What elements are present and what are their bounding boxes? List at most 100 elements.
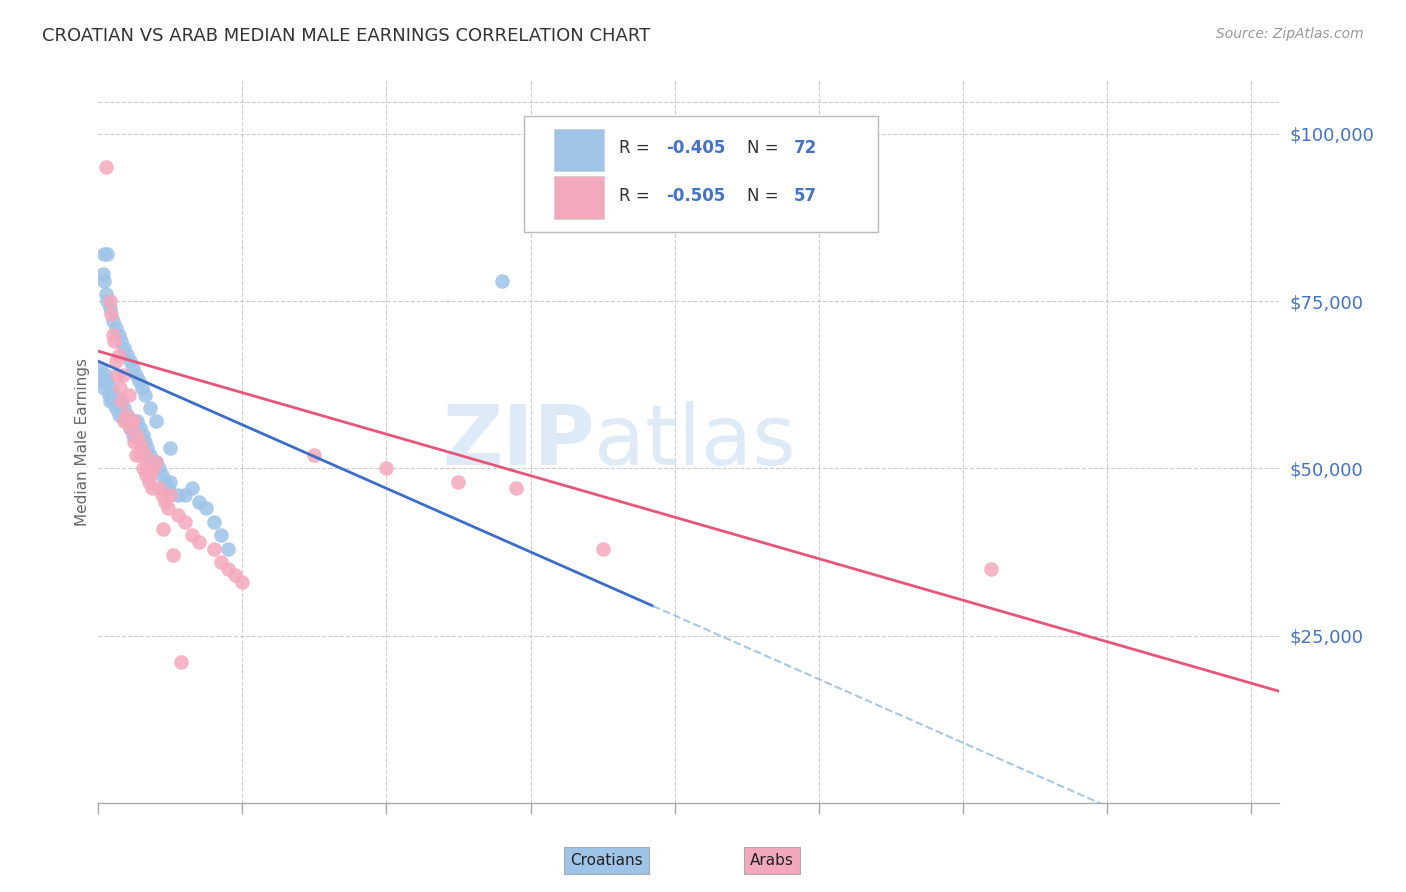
Point — [162, 548, 184, 563]
Point — [125, 448, 148, 462]
Point — [105, 368, 128, 382]
Point — [122, 414, 145, 428]
Point — [159, 488, 181, 502]
Point — [150, 467, 173, 482]
Text: Source: ZipAtlas.com: Source: ZipAtlas.com — [1216, 27, 1364, 41]
Point — [132, 461, 155, 475]
Text: 57: 57 — [794, 187, 817, 205]
Point — [505, 482, 527, 496]
Point — [96, 375, 118, 389]
Point — [101, 327, 124, 342]
Point — [169, 655, 191, 669]
Point — [159, 475, 181, 489]
Point — [181, 528, 204, 542]
Point — [91, 375, 114, 389]
Point — [129, 448, 152, 462]
Point — [131, 441, 153, 455]
FancyBboxPatch shape — [554, 177, 605, 219]
Point — [592, 541, 614, 556]
Text: N =: N = — [747, 139, 783, 157]
Point — [145, 414, 167, 428]
Text: atlas: atlas — [595, 401, 796, 482]
Point — [132, 427, 155, 442]
Point — [107, 408, 129, 422]
Text: CROATIAN VS ARAB MEDIAN MALE EARNINGS CORRELATION CHART: CROATIAN VS ARAB MEDIAN MALE EARNINGS CO… — [42, 27, 651, 45]
Point — [145, 454, 167, 469]
Point — [110, 394, 132, 409]
Point — [150, 488, 173, 502]
Point — [136, 441, 159, 455]
Point — [128, 375, 150, 389]
Point — [118, 387, 141, 401]
Point — [224, 568, 246, 582]
Point — [112, 414, 135, 428]
Point — [125, 368, 148, 382]
Text: Croatians: Croatians — [569, 854, 643, 869]
Point — [128, 434, 150, 449]
Point — [156, 482, 179, 496]
Point — [101, 314, 124, 328]
Point — [125, 421, 148, 435]
Point — [94, 368, 117, 382]
Point — [122, 427, 145, 442]
Point — [111, 368, 134, 382]
Point — [159, 441, 181, 455]
Point — [129, 421, 152, 435]
Point — [90, 368, 112, 382]
Point — [152, 521, 174, 535]
Point — [139, 448, 162, 462]
Point — [145, 454, 167, 469]
Point — [93, 247, 115, 261]
FancyBboxPatch shape — [554, 128, 605, 171]
Point — [142, 461, 165, 475]
Point — [108, 381, 131, 395]
Point — [107, 327, 129, 342]
Point — [148, 461, 170, 475]
Point — [115, 414, 138, 428]
Point — [124, 434, 146, 449]
Text: ZIP: ZIP — [441, 401, 595, 482]
Point — [136, 461, 159, 475]
Point — [304, 448, 326, 462]
Point — [181, 482, 204, 496]
Point — [188, 494, 211, 508]
Point — [173, 488, 195, 502]
Point — [98, 293, 121, 308]
Point — [447, 475, 470, 489]
Point — [209, 528, 232, 542]
Point — [166, 508, 188, 523]
Point — [120, 421, 142, 435]
Point — [128, 427, 150, 442]
Text: -0.505: -0.505 — [666, 187, 725, 205]
Point — [112, 341, 135, 355]
Point — [93, 274, 115, 288]
Text: R =: R = — [619, 187, 655, 205]
Point — [124, 414, 146, 428]
Point — [104, 401, 127, 416]
Point — [202, 541, 225, 556]
Point — [104, 320, 127, 334]
Point — [127, 414, 149, 428]
Point — [156, 501, 179, 516]
Y-axis label: Median Male Earnings: Median Male Earnings — [75, 358, 90, 525]
Point — [217, 541, 239, 556]
Point — [97, 387, 120, 401]
Point — [209, 555, 232, 569]
Point — [139, 467, 162, 482]
Point — [100, 381, 122, 395]
Point — [114, 414, 136, 428]
Point — [96, 247, 118, 261]
Point — [107, 348, 129, 362]
Point — [173, 515, 195, 529]
Point — [89, 361, 111, 376]
Point — [142, 454, 165, 469]
Point — [138, 475, 160, 489]
Point — [111, 408, 134, 422]
Point — [115, 408, 138, 422]
Point — [94, 287, 117, 301]
Text: N =: N = — [747, 187, 783, 205]
Text: 72: 72 — [794, 139, 817, 157]
Point — [112, 401, 135, 416]
Text: R =: R = — [619, 139, 655, 157]
Point — [103, 387, 125, 401]
